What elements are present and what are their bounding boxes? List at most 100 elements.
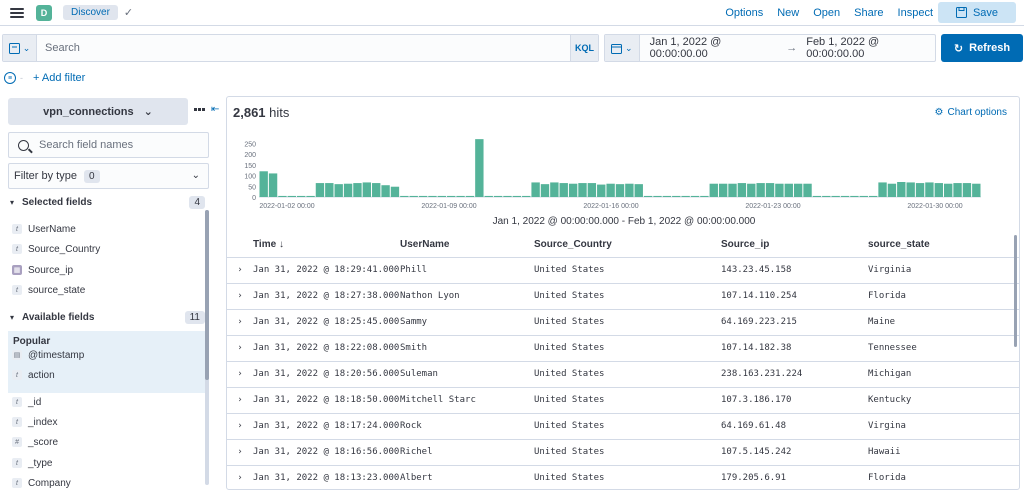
histogram-bar[interactable] — [343, 183, 353, 197]
table-row[interactable]: › Jan 31, 2022 @ 18:18:50.000 Mitchell Sta… — [227, 387, 1019, 414]
histogram-bar[interactable] — [522, 195, 531, 197]
filter-by-type-button[interactable]: Filter by type 0 ⌄ — [8, 163, 209, 189]
expand-row-icon[interactable]: › — [227, 283, 253, 310]
histogram-bar[interactable] — [934, 183, 943, 197]
histogram-bar[interactable] — [353, 183, 362, 197]
column-header-source-country[interactable]: Source_Country — [534, 233, 721, 258]
histogram-bar[interactable] — [334, 184, 343, 197]
inspect-link[interactable]: Inspect — [897, 7, 933, 19]
expand-row-icon[interactable]: › — [227, 465, 253, 489]
histogram-bar[interactable] — [559, 183, 568, 197]
histogram-bar[interactable] — [447, 195, 456, 197]
histogram-bar[interactable] — [278, 195, 287, 197]
sort-down-icon[interactable]: ↓ — [278, 239, 284, 251]
histogram-chart[interactable]: 0 50 100 150 200 250 2022-01-02 00:00 2022-01-0… — [227, 133, 1020, 215]
histogram-bar[interactable] — [662, 195, 672, 197]
table-row[interactable]: › Jan 31, 2022 @ 18:13:23.000 Albert United… — [227, 465, 1019, 489]
table-row[interactable]: › Jan 31, 2022 @ 18:17:24.000 Rock United S… — [227, 413, 1019, 440]
field-item[interactable]: ▤ @timestamp — [12, 347, 84, 363]
histogram-bar[interactable] — [643, 195, 653, 197]
search-input[interactable] — [37, 42, 570, 54]
sidebar-scrollbar-thumb[interactable] — [205, 210, 209, 380]
menu-icon[interactable] — [10, 7, 24, 18]
field-item[interactable]: t Company — [12, 475, 71, 491]
histogram-bar[interactable] — [747, 183, 756, 197]
expand-row-icon[interactable]: › — [227, 413, 253, 440]
histogram-bar[interactable] — [597, 184, 606, 197]
histogram-bar[interactable] — [728, 183, 737, 197]
histogram-bar[interactable] — [484, 195, 493, 197]
histogram-bar[interactable] — [700, 195, 709, 197]
histogram-bar[interactable] — [568, 183, 578, 197]
histogram-bar[interactable] — [812, 195, 822, 197]
filter-menu-icon[interactable]: ≡ — [4, 72, 16, 84]
column-header-username[interactable]: UserName — [400, 233, 534, 258]
date-end[interactable]: Feb 1, 2022 @ 00:00:00.00 — [806, 36, 880, 60]
field-item[interactable]: # _score — [12, 434, 58, 450]
histogram-bar[interactable] — [850, 195, 859, 197]
histogram-bar[interactable] — [972, 183, 981, 197]
quick-menu-button[interactable]: ⌄ — [605, 35, 640, 61]
histogram-bar[interactable] — [493, 195, 503, 197]
collapse-sidebar-icon[interactable]: ⇤ — [211, 104, 220, 115]
histogram-bar[interactable] — [793, 183, 803, 197]
histogram-bar[interactable] — [428, 195, 437, 197]
open-link[interactable]: Open — [813, 7, 841, 19]
histogram-bar[interactable] — [962, 183, 972, 197]
column-header-source-ip[interactable]: Source_ip — [721, 233, 868, 258]
save-button[interactable]: Save — [938, 2, 1016, 23]
histogram-bar[interactable] — [456, 195, 465, 197]
expand-row-icon[interactable]: › — [227, 309, 253, 336]
histogram-bar[interactable] — [775, 183, 784, 197]
chart-options-button[interactable]: ⚙ Chart options — [935, 107, 1007, 118]
histogram-bar[interactable] — [887, 183, 897, 197]
histogram-bar[interactable] — [390, 186, 400, 197]
field-item[interactable]: t _index — [12, 414, 57, 430]
expand-row-icon[interactable]: › — [227, 361, 253, 388]
selected-fields-header[interactable]: ▾ Selected fields 4 — [10, 194, 205, 210]
histogram-bar[interactable] — [897, 182, 906, 197]
histogram-bar[interactable] — [503, 195, 512, 197]
histogram-bar[interactable] — [540, 184, 550, 197]
expand-row-icon[interactable]: › — [227, 387, 253, 414]
table-row[interactable]: › Jan 31, 2022 @ 18:29:41.000 Phill United … — [227, 257, 1019, 284]
histogram-bar[interactable] — [512, 195, 522, 197]
field-search-input[interactable] — [39, 139, 199, 151]
field-item[interactable]: ▦ Source_ip — [12, 262, 73, 278]
field-item[interactable]: t action — [12, 367, 55, 383]
histogram-bar[interactable] — [531, 182, 540, 197]
histogram-bar[interactable] — [606, 183, 615, 197]
saved-query-button[interactable]: ⌄ — [3, 35, 37, 61]
histogram-bar[interactable] — [400, 195, 409, 197]
histogram-bar[interactable] — [943, 183, 953, 197]
histogram-bar[interactable] — [803, 183, 812, 197]
histogram-bar[interactable] — [653, 195, 662, 197]
table-row[interactable]: › Jan 31, 2022 @ 18:27:38.000 Nathon Lyon U… — [227, 283, 1019, 310]
histogram-bar[interactable] — [709, 183, 718, 197]
histogram-bar[interactable] — [690, 195, 700, 197]
histogram-bar[interactable] — [840, 195, 850, 197]
space-avatar[interactable]: D — [36, 4, 52, 21]
histogram-bar[interactable] — [362, 182, 372, 197]
histogram-bar[interactable] — [615, 184, 625, 197]
histogram-bar[interactable] — [784, 183, 793, 197]
table-scrollbar[interactable] — [1014, 235, 1017, 347]
table-row[interactable]: › Jan 31, 2022 @ 18:20:56.000 Suleman Unite… — [227, 361, 1019, 388]
histogram-bar[interactable] — [409, 195, 418, 197]
histogram-bar[interactable] — [859, 195, 868, 197]
histogram-bar[interactable] — [325, 183, 334, 197]
histogram-bar[interactable] — [381, 185, 390, 197]
field-item[interactable]: t _type — [12, 455, 52, 471]
expand-row-icon[interactable]: › — [227, 439, 253, 466]
histogram-bar[interactable] — [418, 195, 428, 197]
date-start[interactable]: Jan 1, 2022 @ 00:00:00.00 — [649, 36, 722, 60]
histogram-bar[interactable] — [437, 195, 447, 197]
histogram-bar[interactable] — [306, 195, 315, 197]
index-pattern-selector[interactable]: vpn_connections ⌄ — [8, 98, 188, 125]
field-item[interactable]: t _id — [12, 394, 41, 410]
histogram-bar[interactable] — [268, 173, 278, 197]
new-link[interactable]: New — [777, 7, 800, 19]
column-header-source-state[interactable]: source_state — [868, 233, 1019, 258]
histogram-bar[interactable] — [831, 195, 840, 197]
histogram-bar[interactable] — [672, 195, 681, 197]
